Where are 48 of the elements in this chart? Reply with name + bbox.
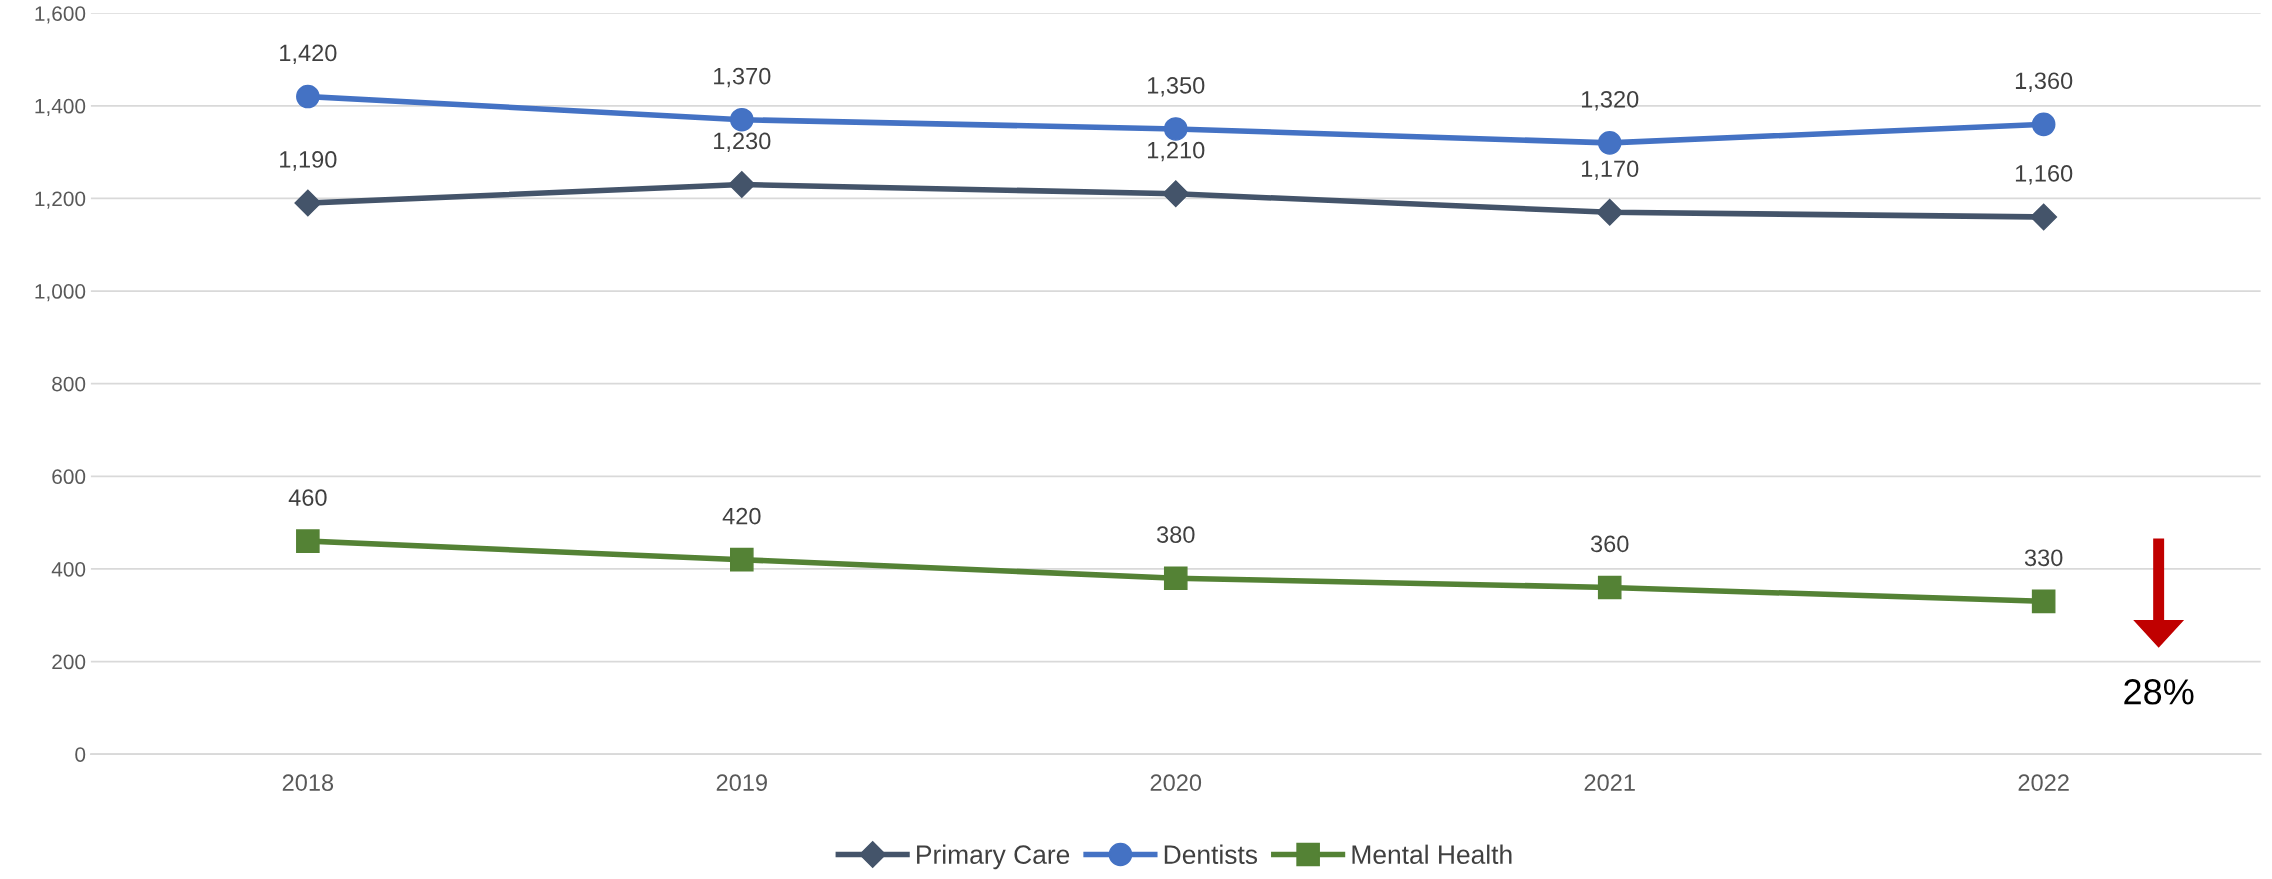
y-tick-label: 1,600: [35, 6, 86, 24]
data-label: 1,170: [1581, 160, 1639, 180]
data-label: 380: [1156, 526, 1195, 543]
y-tick-label: 400: [51, 561, 86, 577]
y-tick-label: 1,000: [35, 284, 86, 302]
data-label: 420: [722, 507, 761, 525]
annotation: 28%: [2124, 679, 2194, 705]
x-tick-label: 2021: [1584, 774, 1635, 791]
x-tick-label: 2020: [1150, 774, 1202, 791]
point: [296, 84, 320, 109]
data-label: 360: [1590, 535, 1629, 553]
point: [296, 529, 320, 553]
legend-label: Primary Care: [917, 844, 1070, 870]
data-label: 1,190: [280, 151, 337, 171]
x-tick-label: 2018: [282, 774, 334, 791]
data-label: 1,210: [1148, 141, 1205, 162]
data-label: 1,370: [714, 67, 771, 88]
data-label: 330: [2024, 549, 2063, 567]
data-label: 1,350: [1148, 77, 1205, 97]
point: [1597, 575, 1622, 600]
x-tick-label: 2019: [716, 774, 767, 791]
data-label: 1,230: [714, 132, 771, 153]
y-tick-label: 600: [52, 469, 86, 485]
point: [294, 189, 322, 217]
point: [728, 171, 756, 199]
y-tick-label: 1,400: [35, 98, 86, 117]
point: [1596, 198, 1624, 226]
x-tick-label: 2022: [2018, 774, 2069, 791]
data-label: 1,320: [1581, 90, 1639, 111]
data-label: 1,360: [2015, 72, 2073, 92]
point: [730, 547, 754, 572]
data-label: 1,160: [2015, 165, 2073, 185]
point: [2031, 589, 2056, 614]
point: [730, 107, 754, 132]
y-tick-label: 0: [75, 747, 86, 762]
legend-label: Dentists: [1164, 844, 1258, 865]
y-tick-label: 1,200: [35, 191, 86, 209]
data-label: 460: [288, 489, 327, 506]
point: [2030, 203, 2058, 231]
legend-label: Mental Health: [1352, 844, 1512, 865]
point: [1163, 566, 1188, 591]
point: [1163, 117, 1188, 141]
y-tick-label: 800: [52, 376, 86, 392]
y-tick-label: 200: [52, 654, 86, 670]
point: [2031, 112, 2056, 137]
point: [1162, 180, 1190, 208]
data-label: 1,420: [280, 44, 337, 65]
point: [1597, 131, 1622, 155]
